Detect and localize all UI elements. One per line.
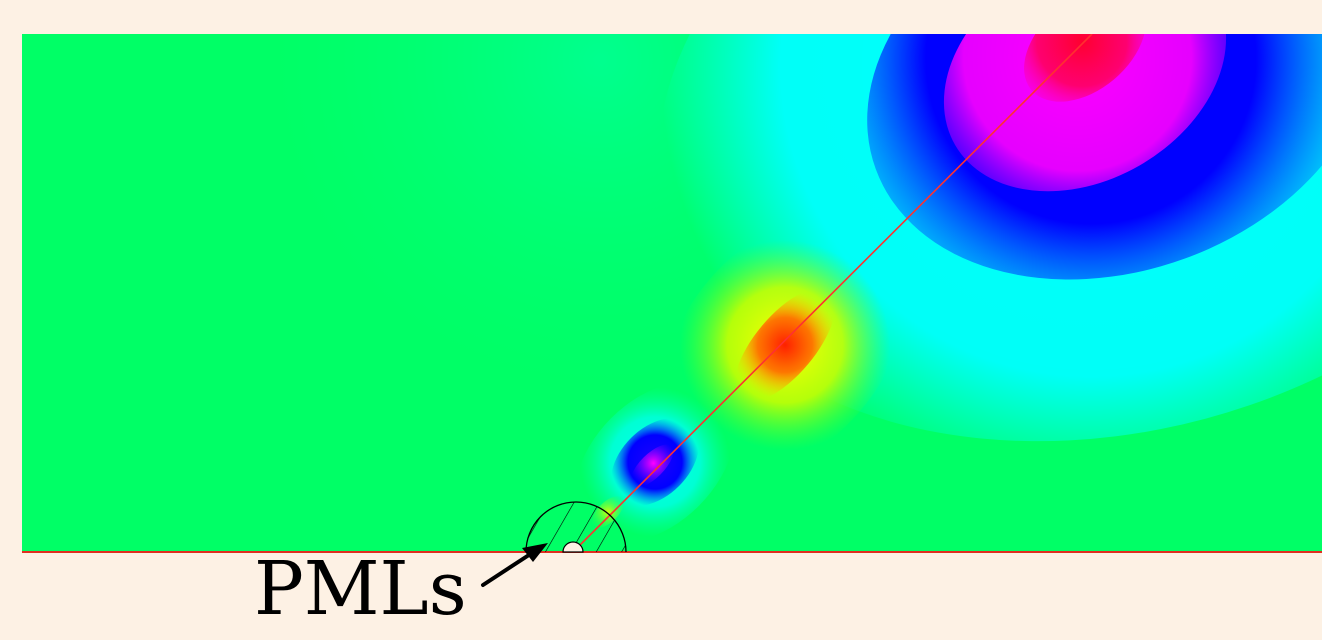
red-core bbox=[1024, 34, 1146, 102]
ray-line bbox=[572, 34, 1093, 552]
orange-core bbox=[734, 288, 836, 402]
arrow-shaft bbox=[481, 551, 534, 587]
pml-label: PMLs bbox=[254, 546, 467, 632]
magenta-core bbox=[630, 444, 674, 488]
field-map bbox=[22, 34, 1322, 552]
pml-inner-hole bbox=[562, 541, 584, 553]
pml-outer-arc bbox=[525, 501, 627, 553]
pml-arrow bbox=[481, 543, 548, 587]
arrow-head bbox=[522, 543, 548, 562]
